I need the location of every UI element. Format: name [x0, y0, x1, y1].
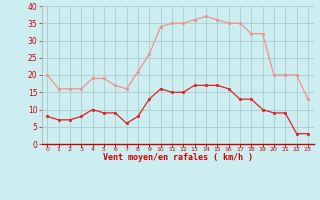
X-axis label: Vent moyen/en rafales ( km/h ): Vent moyen/en rafales ( km/h ) [103, 153, 252, 162]
